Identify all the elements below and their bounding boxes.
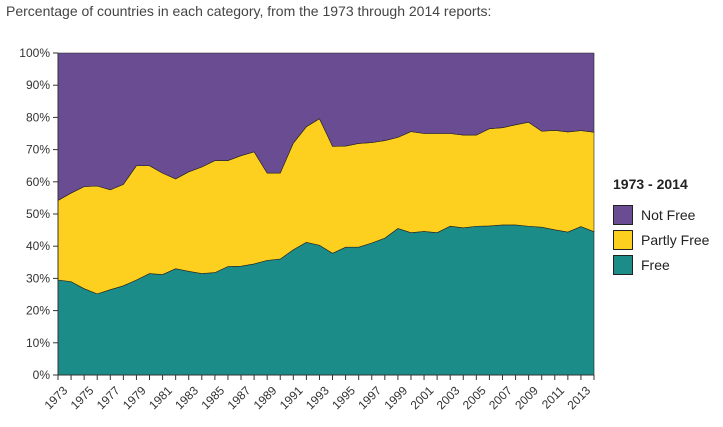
x-tick-label: 1993 [303,383,332,412]
x-tick-label: 1977 [94,383,123,412]
area-not-free [57,52,595,201]
x-tick-label: 2003 [434,383,463,412]
legend-label-not-free: Not Free [641,206,696,223]
x-tick-label: 1979 [120,383,149,412]
x-tick-label: 1973 [42,383,71,412]
x-tick-label: 1981 [146,383,175,412]
y-tick-label: 0% [33,368,51,382]
y-tick-label: 50% [26,207,50,221]
legend-swatch-free [613,254,633,275]
x-tick-label: 1991 [277,383,306,412]
x-tick-label: 1987 [225,383,254,412]
areas-layer [57,52,595,376]
legend-title: 1973 - 2014 [613,176,688,192]
y-tick-label: 30% [26,271,50,285]
x-tick-label: 2009 [512,383,541,412]
y-tick-label: 40% [26,239,50,253]
x-tick-label: 1999 [381,383,410,412]
x-tick-label: 1997 [355,383,384,412]
y-tick-label: 80% [26,110,50,124]
y-tick-label: 90% [26,78,50,92]
legend-item-partly-free[interactable]: Partly Free [613,227,709,252]
legend-item-free[interactable]: Free [613,252,709,277]
x-tick-label: 2011 [539,383,567,411]
y-tick-label: 60% [26,175,50,189]
legend-label-partly-free: Partly Free [641,231,710,248]
legend-item-not-free[interactable]: Not Free [613,202,709,227]
y-tick-label: 70% [26,143,50,157]
chart-title: Percentage of countries in each category… [6,3,492,19]
y-tick-label: 20% [26,304,50,318]
legend: 1973 - 2014 Not Free Partly Free Free [613,176,709,277]
x-tick-label: 2013 [564,383,593,412]
x-tick-label: 2005 [460,383,489,412]
x-tick-label: 1983 [172,383,201,412]
legend-swatch-partly-free [613,229,633,250]
x-tick-label: 2007 [486,383,515,412]
x-tick-label: 1989 [251,383,280,412]
y-tick-label: 100% [19,46,50,60]
y-tick-label: 10% [26,336,50,350]
x-tick-label: 1975 [68,383,97,412]
x-tick-label: 1985 [198,383,227,412]
legend-swatch-not-free [613,204,633,225]
legend-label-free: Free [641,256,670,273]
x-tick-label: 2001 [408,383,437,412]
x-tick-label: 1995 [329,383,358,412]
